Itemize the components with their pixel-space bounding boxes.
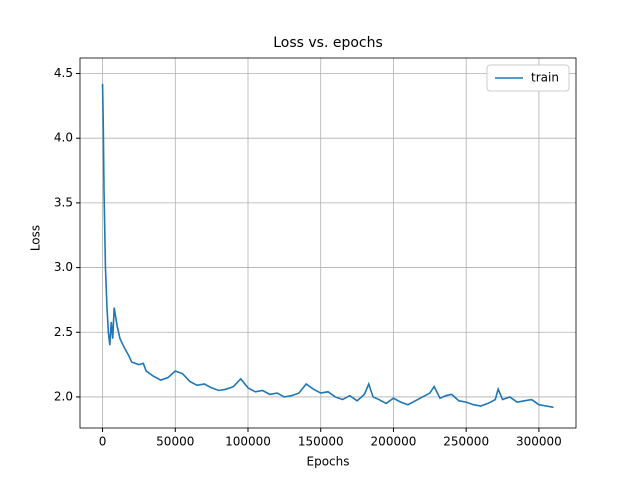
y-tick-label: 4.0 bbox=[54, 131, 73, 145]
legend-label: train bbox=[531, 71, 559, 85]
x-tick-label: 50000 bbox=[156, 435, 194, 449]
y-axis-label: Loss bbox=[29, 225, 43, 251]
y-tick-label: 4.5 bbox=[54, 66, 73, 80]
y-tick-label: 2.0 bbox=[54, 389, 73, 403]
line-series bbox=[101, 83, 554, 409]
x-tick-label: 150000 bbox=[298, 435, 344, 449]
y-tick-label: 2.5 bbox=[54, 325, 73, 339]
chart-title: Loss vs. epochs bbox=[273, 35, 383, 51]
y-tick-label: 3.0 bbox=[54, 260, 73, 274]
legend-box bbox=[486, 64, 570, 92]
y-tick-label: 3.5 bbox=[54, 195, 73, 209]
x-axis-label: Epochs bbox=[307, 455, 350, 469]
x-tick-label: 300000 bbox=[516, 435, 562, 449]
x-tick-label: 100000 bbox=[225, 435, 271, 449]
plot-frame bbox=[79, 57, 577, 429]
x-tick-label: 200000 bbox=[371, 435, 417, 449]
x-tick-label: 250000 bbox=[443, 435, 489, 449]
x-tick-label: 0 bbox=[99, 435, 107, 449]
